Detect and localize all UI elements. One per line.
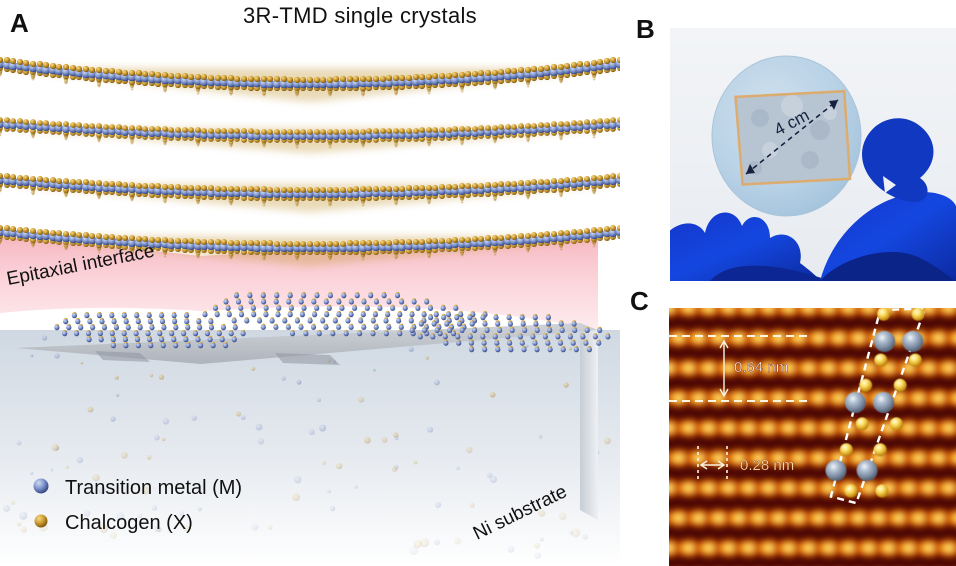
svg-text:0.64 nm: 0.64 nm xyxy=(734,359,788,376)
svg-text:Chalcogen (X): Chalcogen (X) xyxy=(65,512,193,534)
svg-text:Transition metal (M): Transition metal (M) xyxy=(65,477,242,499)
svg-text:0.28 nm: 0.28 nm xyxy=(740,457,794,474)
